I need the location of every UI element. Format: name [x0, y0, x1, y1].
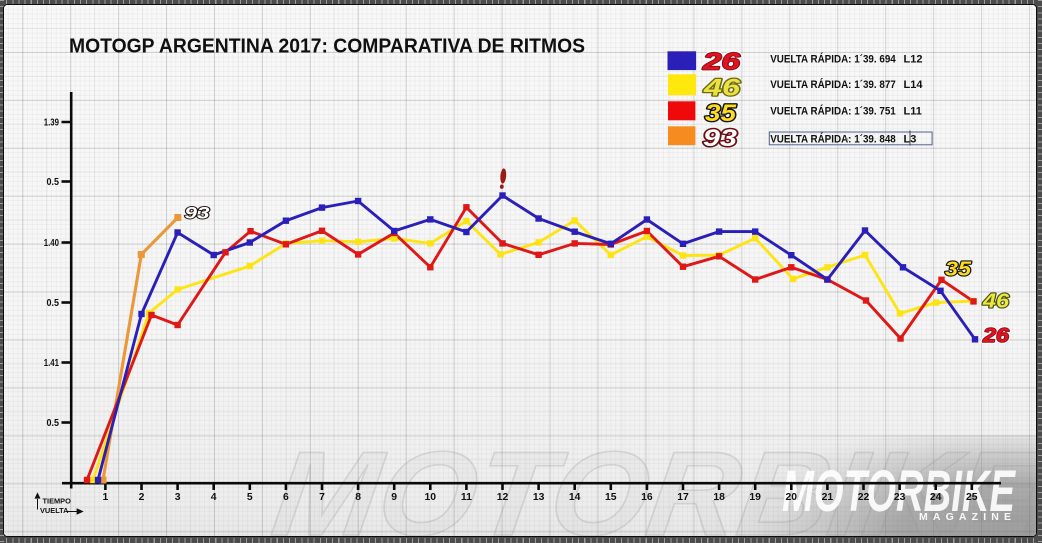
- svg-text:26: 26: [982, 325, 1010, 347]
- svg-text:TIEMPO: TIEMPO: [43, 497, 72, 506]
- svg-text:1.40: 1.40: [44, 238, 59, 249]
- svg-text:1.39: 1.39: [44, 118, 59, 129]
- svg-text:25: 25: [966, 492, 978, 503]
- svg-text:6: 6: [283, 492, 289, 503]
- svg-text:20: 20: [786, 492, 798, 503]
- svg-text:5: 5: [247, 492, 253, 503]
- svg-text:MOTOGP ARGENTINA 2017: COMPARA: MOTOGP ARGENTINA 2017: COMPARATIVA DE RI…: [69, 36, 585, 58]
- svg-text:26: 26: [702, 49, 741, 76]
- svg-text:12: 12: [497, 492, 509, 503]
- svg-text:22: 22: [858, 492, 870, 503]
- svg-text:35: 35: [705, 100, 736, 127]
- svg-text:21: 21: [822, 492, 834, 503]
- svg-text:MOTORBIKE: MOTORBIKE: [265, 427, 1036, 537]
- svg-text:23: 23: [894, 492, 906, 503]
- svg-text:9: 9: [391, 492, 397, 503]
- svg-text:18: 18: [713, 492, 725, 503]
- svg-text:8: 8: [355, 492, 361, 503]
- svg-text:16: 16: [641, 492, 653, 503]
- svg-text:2: 2: [139, 492, 145, 503]
- svg-text:11: 11: [461, 492, 472, 503]
- svg-text:93: 93: [703, 125, 737, 152]
- svg-text:10: 10: [425, 492, 437, 503]
- svg-text:0.5: 0.5: [47, 177, 60, 188]
- svg-text:46: 46: [703, 75, 741, 102]
- svg-text:14: 14: [569, 492, 581, 503]
- svg-text:L11: L11: [904, 105, 922, 117]
- svg-text:24: 24: [930, 492, 942, 503]
- svg-text:13: 13: [533, 492, 545, 503]
- svg-text:1: 1: [103, 492, 109, 503]
- svg-text:35: 35: [945, 259, 972, 281]
- svg-text:17: 17: [677, 492, 689, 503]
- svg-text:VUELTA RÁPIDA: 1´39. 848: VUELTA RÁPIDA: 1´39. 848: [770, 132, 896, 145]
- svg-text:0.5: 0.5: [47, 298, 60, 309]
- svg-text:1.41: 1.41: [44, 358, 59, 369]
- svg-text:7: 7: [319, 492, 325, 503]
- svg-text:VUELTA RÁPIDA: 1´39. 877: VUELTA RÁPIDA: 1´39. 877: [770, 78, 896, 91]
- svg-text:15: 15: [605, 492, 617, 503]
- svg-text:46: 46: [982, 291, 1010, 313]
- svg-text:VUELTA RÁPIDA: 1´39. 751: VUELTA RÁPIDA: 1´39. 751: [770, 104, 896, 117]
- svg-text:VUELTA: VUELTA: [40, 506, 69, 515]
- svg-text:L14: L14: [904, 79, 924, 91]
- svg-text:L12: L12: [904, 53, 923, 65]
- svg-text:4: 4: [211, 492, 217, 503]
- svg-text:19: 19: [749, 492, 761, 503]
- svg-text:VUELTA RÁPIDA: 1´39. 694: VUELTA RÁPIDA: 1´39. 694: [770, 52, 896, 65]
- svg-text:0.5: 0.5: [47, 418, 60, 429]
- svg-text:3: 3: [175, 492, 181, 503]
- svg-text:MOTORBIKE: MOTORBIKE: [782, 459, 1017, 524]
- svg-text:MAGAZINE: MAGAZINE: [919, 511, 1011, 523]
- svg-text:×: ×: [845, 137, 849, 144]
- svg-text:93: 93: [185, 205, 210, 223]
- svg-text:26: 26: [982, 325, 1010, 347]
- svg-text:26: 26: [702, 49, 741, 76]
